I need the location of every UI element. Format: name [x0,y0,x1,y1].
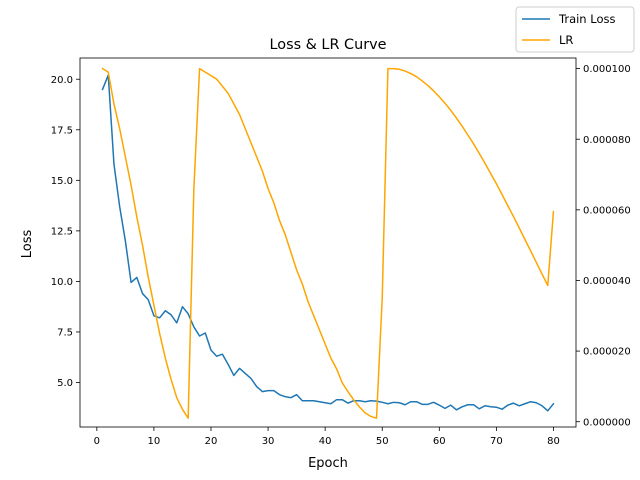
x-tick-label: 30 [262,436,275,447]
y-tick-label: 7.5 [57,328,73,339]
y2-tick-label: 0.000080 [583,135,631,146]
chart-title: Loss & LR Curve [270,37,387,53]
x-axis-label: Epoch [308,456,348,471]
y2-tick-label: 0.000000 [583,417,631,428]
x-tick-label: 50 [376,436,389,447]
y-tick-label: 10.0 [51,277,73,288]
y2-tick-label: 0.000020 [583,347,631,358]
y2-tick-label: 0.000040 [583,276,631,287]
y-axis-label: Loss [20,230,35,259]
plot-area: 0 10 20 30 40 50 60 70 80 5.0 7.5 10.0 12.5 15.0 17.5 2… [51,57,631,447]
y2-tick-label: 0.000100 [583,64,631,75]
y-tick-label: 5.0 [57,378,73,389]
x-tick-label: 0 [94,436,100,447]
x-tick-label: 70 [490,436,503,447]
axes-frame [79,57,577,428]
x-tick-label: 10 [148,436,161,447]
legend: Train Loss LR [515,6,635,53]
series-line-lr [101,67,555,419]
legend-label-train-loss: Train Loss [558,12,615,26]
y-tick-label: 15.0 [51,176,73,187]
series-line-train-loss [101,74,555,412]
y-tick-label: 20.0 [51,75,73,86]
legend-label-lr: LR [559,33,573,47]
y-tick-label: 12.5 [51,226,73,237]
y-tick-label: 17.5 [51,125,73,136]
y2-tick-label: 0.000060 [583,205,631,216]
x-tick-label: 80 [547,436,560,447]
x-tick-label: 60 [433,436,446,447]
x-tick-label: 40 [319,436,332,447]
x-tick-label: 20 [205,436,218,447]
